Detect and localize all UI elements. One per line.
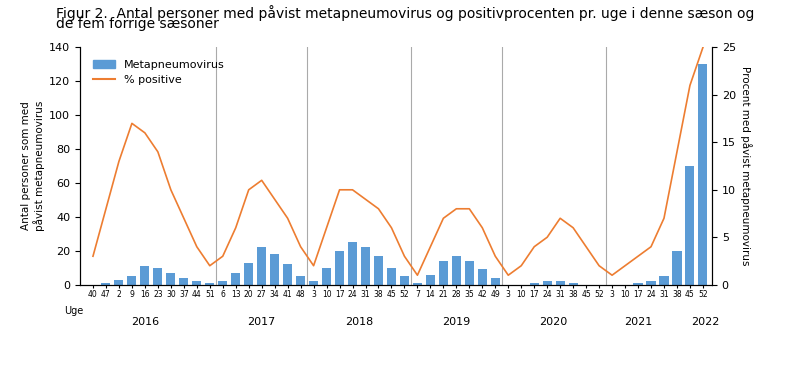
Bar bbox=[478, 269, 487, 285]
Bar bbox=[127, 276, 137, 285]
Text: 2021: 2021 bbox=[624, 317, 652, 327]
Bar bbox=[361, 247, 370, 285]
Bar bbox=[166, 273, 175, 285]
Bar bbox=[439, 261, 448, 285]
Text: de fem forrige sæsoner: de fem forrige sæsoner bbox=[56, 17, 219, 31]
Bar bbox=[646, 281, 655, 285]
Bar bbox=[686, 166, 694, 285]
Y-axis label: Antal personer som med
påvist metapneumovirus: Antal personer som med påvist metapneumo… bbox=[21, 101, 45, 231]
Bar bbox=[270, 254, 279, 285]
Bar bbox=[283, 264, 292, 285]
Bar bbox=[634, 283, 642, 285]
Bar bbox=[114, 280, 123, 285]
Bar bbox=[309, 281, 318, 285]
Bar bbox=[231, 273, 240, 285]
Bar bbox=[102, 283, 110, 285]
Legend: Metapneumovirus, % positive: Metapneumovirus, % positive bbox=[89, 55, 230, 90]
Bar bbox=[465, 261, 474, 285]
Text: 2020: 2020 bbox=[539, 317, 568, 327]
Bar bbox=[452, 256, 461, 285]
Text: 2019: 2019 bbox=[442, 317, 470, 327]
Bar bbox=[530, 283, 538, 285]
Text: Figur 2.  Antal personer med påvist metapneumovirus og positivprocenten pr. uge : Figur 2. Antal personer med påvist metap… bbox=[56, 5, 754, 22]
Bar bbox=[179, 278, 188, 285]
Bar bbox=[569, 283, 578, 285]
Y-axis label: Procent med påvist metapneumovirus: Procent med påvist metapneumovirus bbox=[740, 66, 752, 266]
Bar bbox=[400, 276, 409, 285]
Bar bbox=[673, 251, 682, 285]
Bar bbox=[244, 263, 254, 285]
Text: 2022: 2022 bbox=[691, 317, 720, 327]
Bar bbox=[154, 268, 162, 285]
Bar bbox=[322, 268, 331, 285]
Bar bbox=[348, 242, 357, 285]
Text: 2016: 2016 bbox=[131, 317, 159, 327]
Bar bbox=[218, 281, 227, 285]
Bar bbox=[490, 278, 500, 285]
Bar bbox=[426, 274, 435, 285]
Bar bbox=[387, 268, 396, 285]
Bar bbox=[335, 251, 344, 285]
Text: Uge: Uge bbox=[64, 306, 83, 316]
Bar bbox=[206, 283, 214, 285]
Bar bbox=[659, 276, 669, 285]
Bar bbox=[257, 247, 266, 285]
Bar bbox=[296, 276, 305, 285]
Bar bbox=[374, 256, 383, 285]
Text: 2018: 2018 bbox=[345, 317, 373, 327]
Bar bbox=[140, 266, 150, 285]
Text: 2017: 2017 bbox=[247, 317, 276, 327]
Bar bbox=[556, 281, 565, 285]
Bar bbox=[413, 283, 422, 285]
Bar bbox=[542, 281, 552, 285]
Bar bbox=[192, 281, 202, 285]
Bar bbox=[698, 64, 707, 285]
